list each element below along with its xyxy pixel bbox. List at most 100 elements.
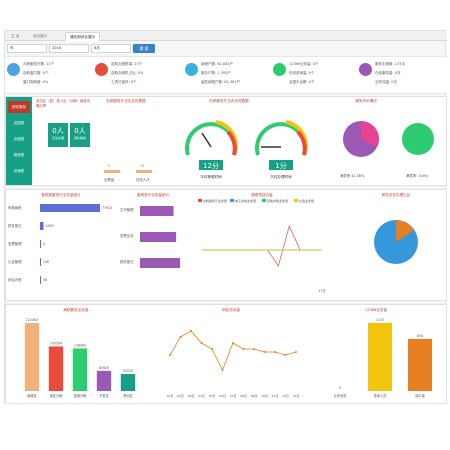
tick-label: 03日 — [188, 394, 195, 398]
category-label: 申报纳税 — [8, 205, 22, 210]
tick-label: 08日 — [240, 394, 247, 398]
tick-label: 01日 — [167, 394, 174, 398]
stats-bar: 办税服务厅数: 11个 自助窗口数: 0个 窗口饱和度: 0% 自助办税终端: … — [5, 56, 447, 94]
realtime-panel: 税收服务 出国税 出租税 税收税 法律税 双击区（县）进入区（分局）级综合展示界… — [5, 96, 447, 186]
data-label: 77624 — [102, 206, 112, 210]
month-select[interactable]: 6月 — [91, 44, 131, 53]
legend-label: 电子办税业务量 — [235, 198, 256, 203]
nav-item-5[interactable]: 法律税 — [13, 169, 25, 173]
tick-label: 06日 — [219, 394, 226, 398]
data-label: 148 — [43, 260, 49, 264]
website-line-chart: 网站访问量 01日 02日 03日 04日 05日 06日 07日 08日 09日 10日 11日 1… — [167, 307, 300, 398]
waiting-counter: 0人 排队等候 — [70, 123, 90, 147]
bar — [24, 323, 40, 391]
tab-home[interactable]: 主 页 — [11, 34, 20, 38]
tab-dashboard[interactable]: 通告和综合展示 — [65, 32, 101, 41]
panel-title: 办税服务厅当天实时数据 — [106, 99, 146, 103]
phone-icon — [273, 63, 286, 76]
nav-item-2[interactable]: 出国税 — [13, 121, 25, 125]
tab-bar: 主 页 综合展示 通告和综合展示 — [5, 31, 447, 41]
nav-item-1[interactable]: 税收服务 — [8, 101, 30, 113]
category-label: 业务问答 — [334, 393, 348, 398]
tick-label: 04日 — [198, 394, 205, 398]
svg-text:出票量: 出票量 — [104, 177, 115, 182]
handle-label: 平均办理时间 — [270, 174, 292, 179]
category-label: 咨询人员 — [374, 393, 387, 398]
tick-label: 02日 — [177, 394, 184, 398]
building-icon — [7, 63, 20, 76]
tab-overview[interactable]: 综合展示 — [33, 34, 48, 38]
data-label: 1115 — [376, 318, 384, 322]
tick-label: 17日 — [318, 289, 325, 293]
tick-label: 05日 — [209, 394, 216, 398]
bar — [48, 346, 64, 391]
data-label: 0 — [339, 386, 341, 390]
data-label: 854 — [417, 334, 423, 338]
panel-title-3: 服务评价情况 — [355, 99, 377, 103]
query-button[interactable]: 搜 索 — [133, 44, 155, 53]
panel-title-2: 办税服务厅当天实时数据 — [209, 99, 249, 103]
satisfaction-pies: 满意率 42.36% 满意率: 100% — [340, 121, 434, 178]
category-label: 认证管理 — [8, 259, 22, 264]
guide-icon — [359, 63, 372, 76]
pie1-slice-very — [361, 121, 379, 147]
svg-text:税费项目办量: 税费项目办量 — [251, 192, 273, 197]
category-label: 县城分局 — [74, 393, 87, 398]
category-label: 文书管理 — [120, 207, 134, 212]
nav-sidebar: 税收服务 出国税 出租税 税收税 法律税 — [6, 97, 32, 185]
bar — [120, 373, 136, 391]
hotline-bar-chart: 12366业务量 0 业务问答 1115 咨询人员 854 转办量 — [334, 307, 432, 398]
volume-bar-chart: 纳税服务业务量 222063 南城区 145504 城区分局 138989 县城分局 659… — [24, 307, 136, 398]
category-label: 南城区 — [27, 393, 37, 398]
bar — [368, 323, 392, 391]
data-label: 222063 — [26, 318, 38, 322]
category-label: 傍河区 — [123, 393, 133, 398]
bar-online — [136, 170, 152, 173]
bar — [72, 348, 88, 391]
data-label: 65925 — [99, 366, 109, 370]
stat-group: 服务手册数: 137次 在线服务量: 0次 业务流量: 0次 — [359, 61, 445, 91]
svg-text:纳税服务业务量: 纳税服务业务量 — [63, 307, 89, 312]
bar — [140, 232, 177, 242]
data-label: 38 — [43, 278, 47, 282]
svg-text:13: 13 — [140, 164, 144, 168]
category-label: 开发区 — [99, 393, 109, 398]
data-label: 138989 — [74, 343, 86, 347]
bar — [40, 240, 41, 248]
nav-item-4[interactable]: 税收税 — [13, 153, 25, 157]
data-label: 0 — [43, 242, 45, 246]
tick-label: 11日 — [272, 394, 279, 398]
svg-text:12366业务量: 12366业务量 — [365, 307, 388, 312]
svg-text:网站访问量: 网站访问量 — [222, 307, 240, 312]
svg-text:在线人次: 在线人次 — [136, 177, 150, 182]
nav-item-3[interactable]: 出租税 — [13, 137, 25, 141]
bar — [40, 276, 41, 284]
area-select[interactable]: 市 — [7, 44, 47, 53]
bar — [140, 206, 174, 216]
category-label: 发票管理 — [8, 241, 22, 246]
pie1-rate: 满意率 42.36% — [340, 173, 365, 178]
app-window: 主 页 综合展示 通告和综合展示 市 2016 6月 搜 索 办税服务厅数: 1… — [4, 30, 447, 404]
tick-label: 10日 — [261, 394, 268, 398]
category-label: 税务登记 — [8, 223, 22, 228]
category-label: 城区分局 — [50, 393, 63, 398]
legend-label: 办税服务厅业务量 — [203, 198, 227, 203]
stat-group: 纳税户数: 61,845户 新办户数: 1,392户 留驻纳税户数: 61,36… — [185, 61, 271, 91]
category-label: 税务登记 — [120, 259, 134, 264]
trend-line-chart: 税费项目办量 办税服务厅业务量 电子办税业务量 自助办税业务量 社会业务量 17日 — [198, 192, 326, 293]
stat-group: 12366业务量: 0个 在线咨询量: 0个 全国平台数: 0个 — [273, 61, 359, 91]
bar — [40, 258, 41, 266]
serving-counter: 0人 正在办理 — [48, 123, 68, 147]
legend-label: 社会业务量 — [299, 198, 314, 203]
bar — [140, 258, 180, 268]
year-select[interactable]: 2016 — [49, 44, 89, 53]
svg-text:各税务厅业务量统计: 各税务厅业务量统计 — [137, 192, 170, 197]
wait-value: 12分 — [203, 161, 219, 170]
category-label: 转办量 — [415, 393, 425, 398]
bar — [40, 204, 100, 212]
wait-gauge: 12分 平均等候时间 — [185, 120, 238, 179]
legend-label: 自助办税业务量 — [267, 198, 288, 203]
bar-ticket — [104, 170, 120, 173]
hall-business-chart: 各税费服务厅业务量统计 申报纳税 77624 税务登记 4563 发票管理 0 认证管理 14… — [8, 192, 112, 284]
